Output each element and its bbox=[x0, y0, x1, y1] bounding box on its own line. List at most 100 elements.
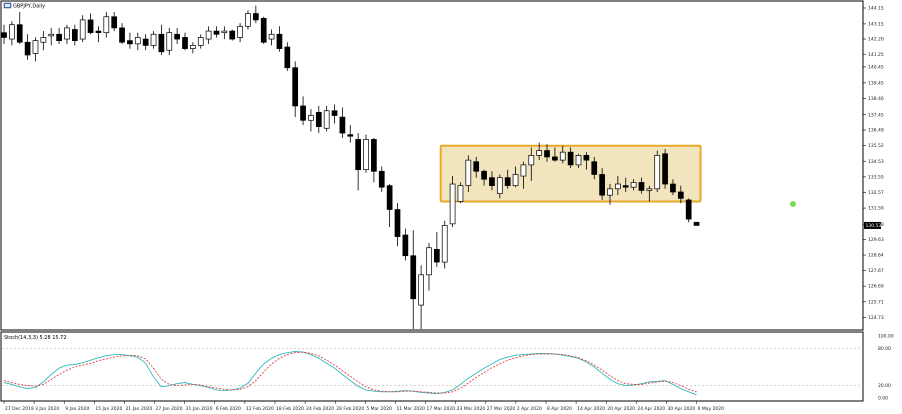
candle bbox=[284, 42, 291, 71]
bear-candle-body bbox=[315, 111, 322, 128]
bear-candle-body bbox=[489, 177, 495, 186]
candle bbox=[87, 13, 94, 35]
candle bbox=[142, 34, 149, 51]
bear-candle-body bbox=[599, 174, 605, 196]
bear-candle-body bbox=[127, 40, 133, 45]
bull-candle-body bbox=[166, 32, 173, 51]
highlight-zone-layer bbox=[439, 144, 702, 203]
time-tick-label: 27 Dec 2019 bbox=[5, 406, 34, 412]
candle bbox=[339, 107, 346, 138]
time-tick-label: 21 Jan 2020 bbox=[125, 406, 152, 412]
bull-candle-body bbox=[654, 154, 661, 190]
bear-candle-body bbox=[552, 156, 558, 161]
bear-candle-body bbox=[284, 46, 291, 69]
time-tick-label: 31 Jan 2020 bbox=[186, 406, 213, 412]
bear-candle-body bbox=[591, 161, 598, 175]
bear-candle-body bbox=[371, 139, 377, 172]
time-tick-label: 5 Mar 2020 bbox=[366, 406, 392, 412]
bear-candle-body bbox=[56, 33, 62, 41]
price-tick-label: 139.45 bbox=[868, 80, 884, 86]
bull-candle-body bbox=[441, 225, 448, 263]
candle bbox=[300, 96, 306, 126]
candle bbox=[158, 24, 165, 55]
bull-candle-body bbox=[237, 25, 243, 38]
price-tick-label: 129.63 bbox=[868, 237, 884, 243]
candle bbox=[371, 137, 377, 183]
stoch-tick-label: 20.00 bbox=[878, 383, 891, 389]
candle bbox=[378, 166, 385, 192]
candle bbox=[457, 182, 464, 204]
time-tick-label: 6 Feb 2020 bbox=[216, 406, 241, 412]
candle bbox=[559, 145, 566, 164]
candle bbox=[1, 24, 7, 44]
candle bbox=[111, 11, 118, 32]
candle bbox=[229, 29, 236, 41]
bear-candle-body bbox=[71, 29, 78, 41]
candle bbox=[197, 34, 204, 49]
stoch-tick-label: 0.00 bbox=[878, 396, 888, 402]
candle bbox=[520, 161, 527, 189]
bull-candle-body bbox=[528, 154, 535, 166]
bull-candle-body bbox=[103, 16, 110, 34]
candle bbox=[252, 5, 259, 24]
candle bbox=[64, 24, 70, 44]
bull-candle-body bbox=[308, 115, 314, 121]
candle bbox=[426, 242, 432, 291]
candle bbox=[119, 23, 125, 44]
time-tick-label: 20 Apr 2020 bbox=[607, 406, 635, 412]
bear-candle-body bbox=[473, 161, 480, 172]
time-tick-label: 27 Mar 2020 bbox=[487, 406, 516, 412]
time-tick-label: 15 Jan 2020 bbox=[95, 406, 122, 412]
candle bbox=[95, 26, 102, 43]
candle bbox=[434, 231, 440, 267]
bull-candle-body bbox=[134, 37, 141, 45]
candle bbox=[552, 147, 558, 162]
bull-candle-body bbox=[646, 188, 653, 191]
bull-candle-body bbox=[9, 24, 15, 40]
candle bbox=[638, 177, 645, 194]
candle bbox=[190, 42, 196, 54]
bull-candle-body bbox=[268, 33, 275, 40]
candle bbox=[583, 152, 590, 170]
price-tick-label: 140.45 bbox=[868, 65, 884, 71]
time-tick-label: 17 Mar 2020 bbox=[427, 406, 456, 412]
price-tick-label: 128.64 bbox=[868, 253, 884, 259]
candle bbox=[489, 171, 495, 191]
candle bbox=[607, 184, 613, 205]
bull-candle-body bbox=[245, 13, 251, 27]
candle bbox=[575, 153, 582, 169]
candle bbox=[331, 104, 338, 124]
bear-candle-body bbox=[119, 27, 125, 43]
indicator-plot-area[interactable] bbox=[0, 331, 864, 402]
bull-candle-body bbox=[457, 185, 464, 202]
chart-title: GBPJPY,Daily bbox=[13, 4, 45, 10]
candle bbox=[268, 29, 275, 46]
time-tick-label: 2 Apr 2020 bbox=[517, 406, 542, 412]
candle bbox=[276, 26, 283, 52]
bull-candle-body bbox=[48, 33, 55, 37]
time-tick-label: 6 May 2020 bbox=[698, 406, 725, 412]
stoch-main-line bbox=[3, 351, 697, 396]
time-tick-label: 11 Mar 2020 bbox=[396, 406, 425, 412]
bull-candle-body bbox=[40, 37, 47, 43]
bear-candle-body bbox=[583, 154, 590, 161]
price-tick-label: 126.69 bbox=[868, 284, 884, 290]
candle bbox=[481, 169, 487, 186]
indicator-title: Stoch(14,3,3) 5.28 15.72 bbox=[4, 335, 67, 341]
bull-candle-body bbox=[496, 177, 503, 194]
bull-candle-body bbox=[32, 40, 39, 54]
bull-candle-body bbox=[221, 30, 228, 34]
candle bbox=[646, 185, 653, 202]
bear-candle-body bbox=[142, 38, 149, 46]
bear-candle-body bbox=[670, 183, 676, 193]
price-tick-label: 137.45 bbox=[868, 112, 884, 118]
bear-candle-body bbox=[504, 177, 511, 186]
main-plot-area[interactable] bbox=[0, 0, 864, 331]
candle bbox=[16, 11, 23, 44]
bear-candle-body bbox=[95, 30, 102, 34]
price-tick-label: 144.15 bbox=[868, 6, 884, 12]
time-tick-label: 18 Feb 2020 bbox=[276, 406, 304, 412]
candle bbox=[465, 155, 472, 192]
bull-candle-body bbox=[197, 37, 204, 46]
candle bbox=[544, 144, 550, 162]
